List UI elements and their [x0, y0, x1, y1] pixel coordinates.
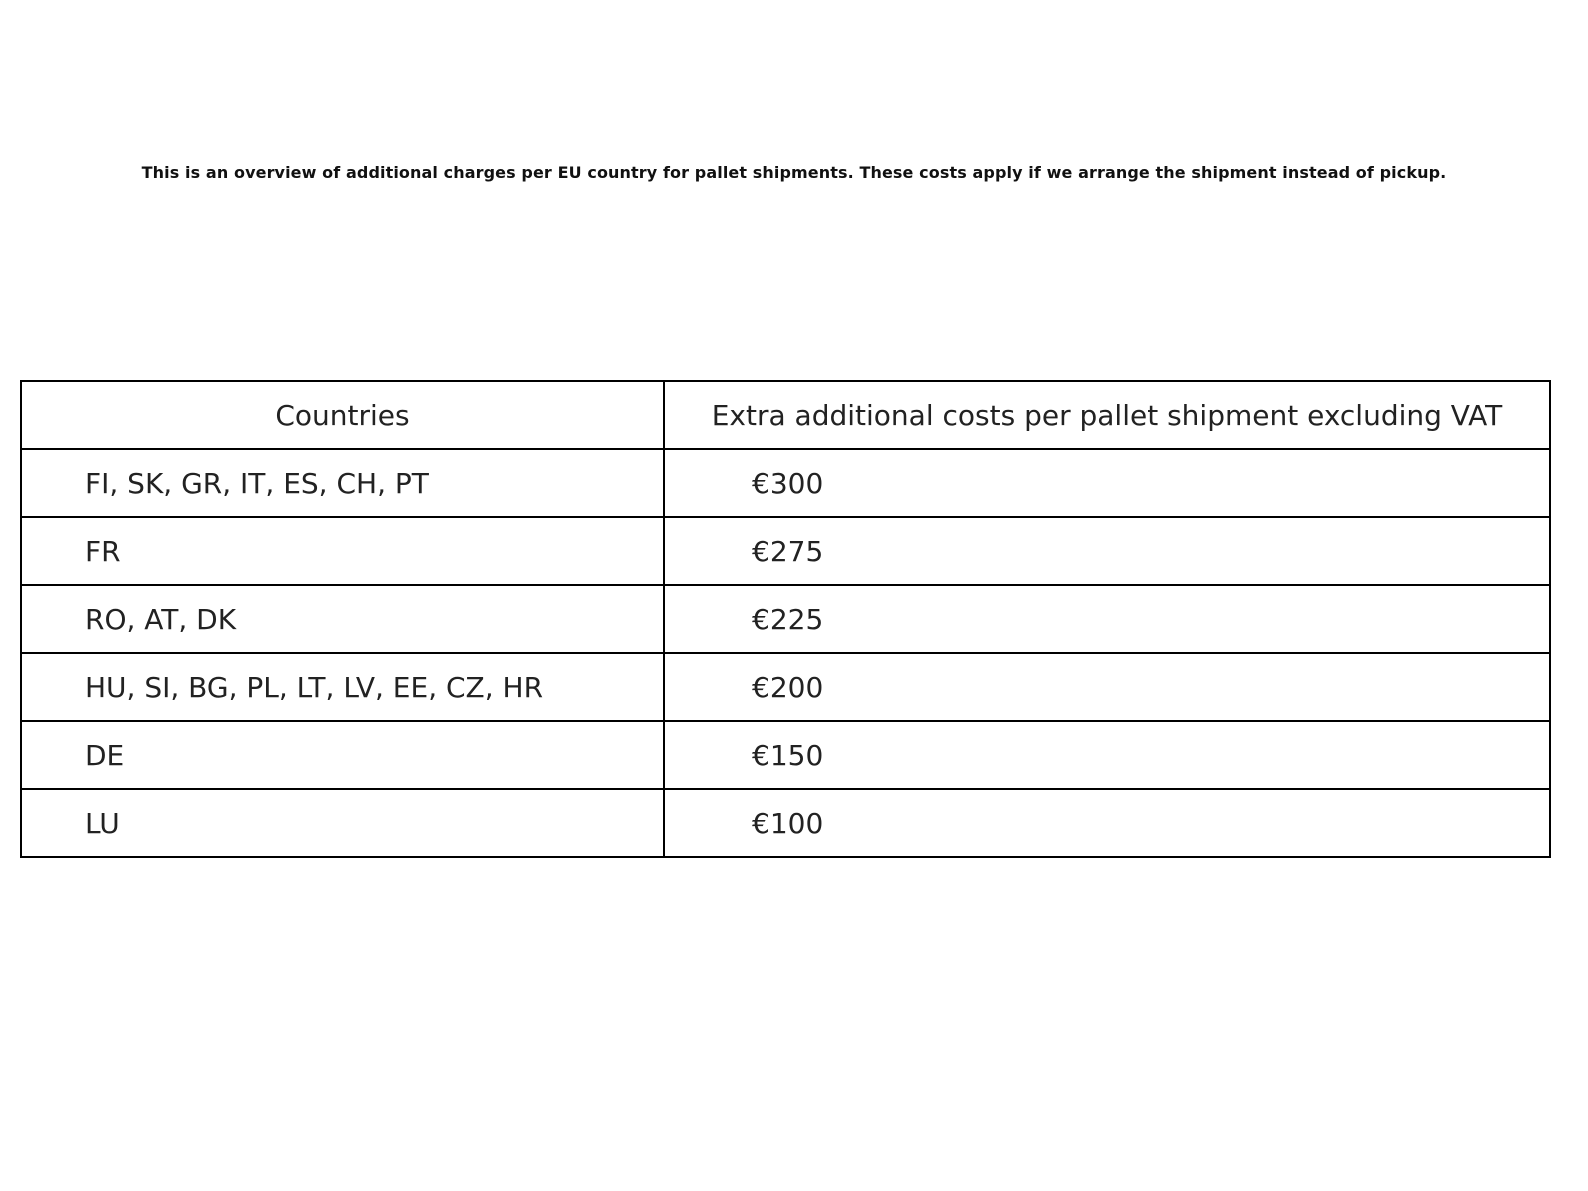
table-title: This is an overview of additional charge… — [141, 163, 1447, 182]
cost-cell: €225 — [663, 584, 1551, 654]
header-costs: Extra additional costs per pallet shipme… — [663, 380, 1551, 450]
cost-cell: €200 — [663, 652, 1551, 722]
cost-cell: €300 — [663, 448, 1551, 518]
table-row: FR €275 — [20, 516, 1551, 586]
cost-cell: €275 — [663, 516, 1551, 586]
countries-cell: LU — [20, 788, 665, 858]
countries-cell: DE — [20, 720, 665, 790]
countries-cell: FI, SK, GR, IT, ES, CH, PT — [20, 448, 665, 518]
cost-cell: €100 — [663, 788, 1551, 858]
charges-table: Countries Extra additional costs per pal… — [20, 380, 1551, 858]
table-row: LU €100 — [20, 788, 1551, 858]
table-row: HU, SI, BG, PL, LT, LV, EE, CZ, HR €200 — [20, 652, 1551, 722]
table-row: FI, SK, GR, IT, ES, CH, PT €300 — [20, 448, 1551, 518]
countries-cell: FR — [20, 516, 665, 586]
header-row: Countries Extra additional costs per pal… — [20, 380, 1551, 450]
table-row: DE €150 — [20, 720, 1551, 790]
cost-cell: €150 — [663, 720, 1551, 790]
table-row: RO, AT, DK €225 — [20, 584, 1551, 654]
header-countries: Countries — [20, 380, 665, 450]
countries-cell: HU, SI, BG, PL, LT, LV, EE, CZ, HR — [20, 652, 665, 722]
countries-cell: RO, AT, DK — [20, 584, 665, 654]
